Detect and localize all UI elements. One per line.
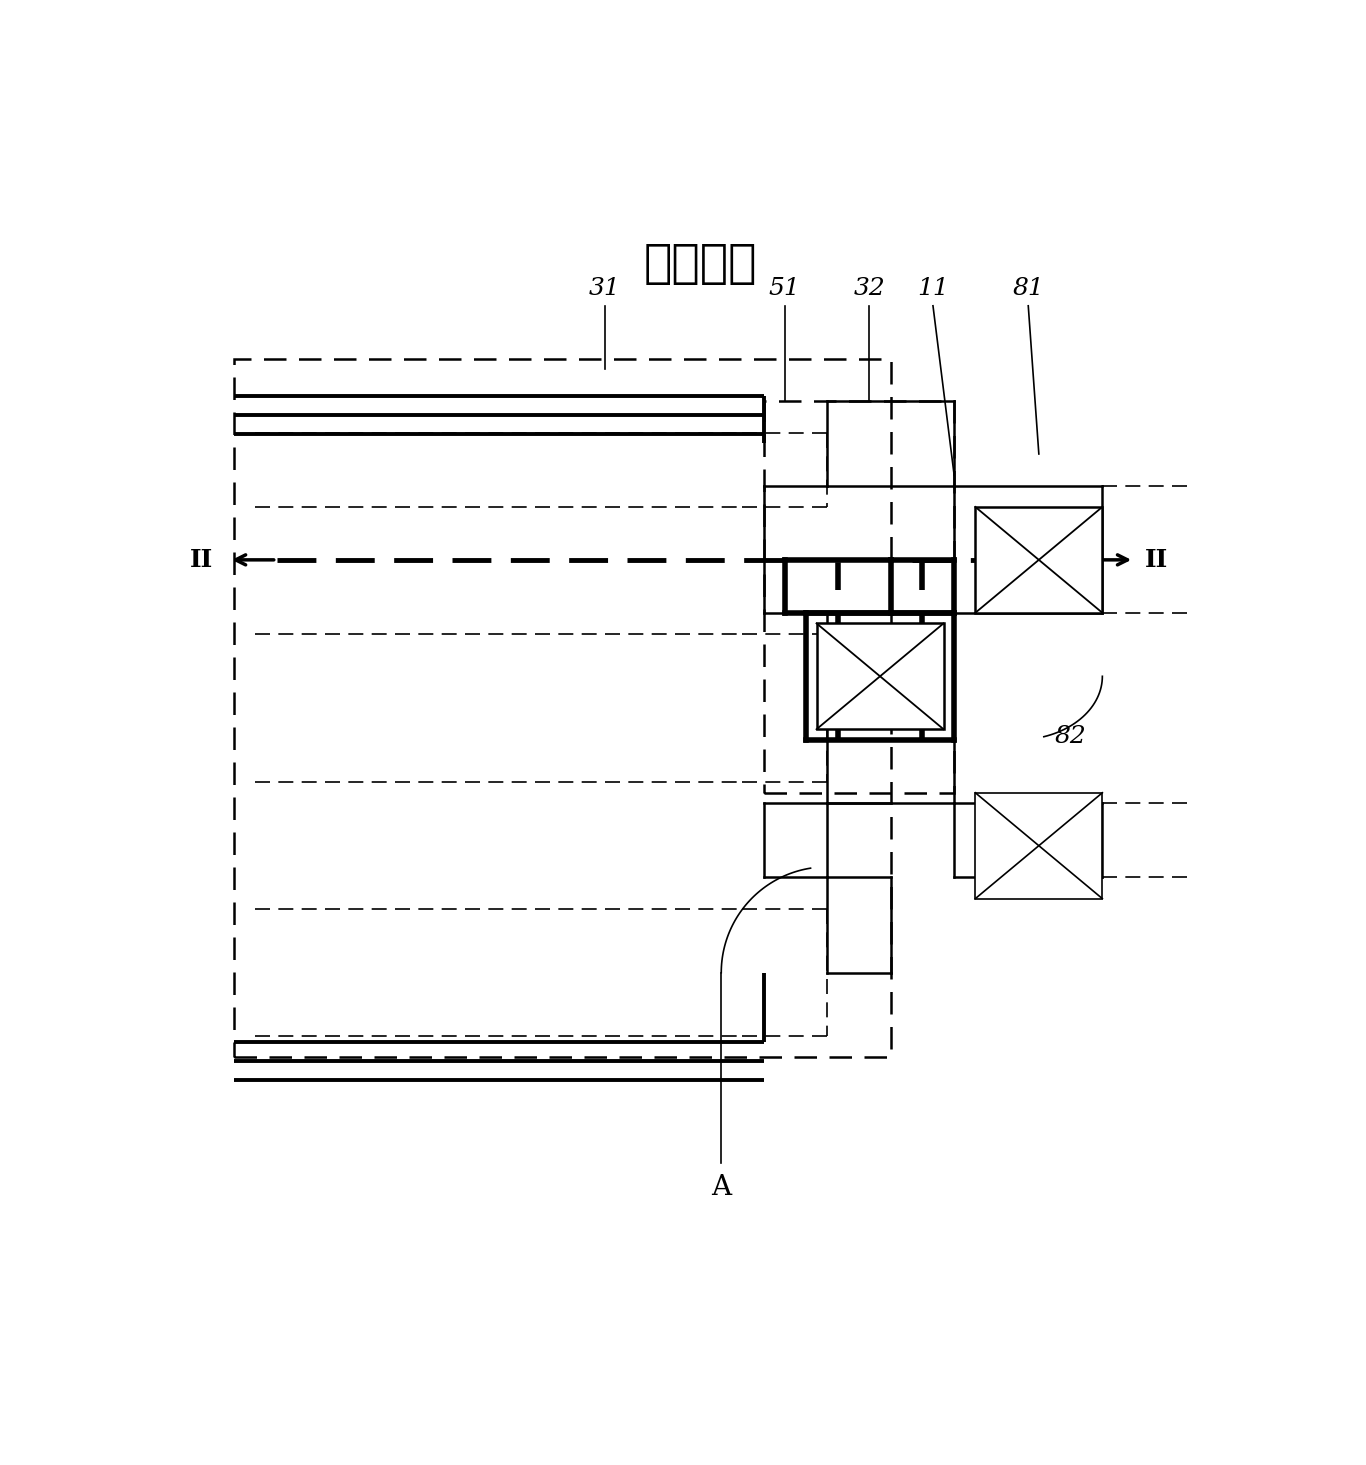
- Text: 82: 82: [1055, 725, 1086, 749]
- Bar: [975, 793, 1102, 898]
- Text: 11: 11: [917, 277, 949, 300]
- Text: 51: 51: [769, 277, 800, 300]
- Text: 32: 32: [854, 277, 885, 300]
- Text: 81: 81: [1012, 277, 1044, 300]
- Bar: [764, 401, 955, 793]
- Text: A: A: [712, 1173, 731, 1201]
- Bar: [975, 507, 1102, 612]
- Text: II: II: [190, 548, 213, 571]
- Text: 31: 31: [589, 277, 620, 300]
- Text: II: II: [1145, 548, 1168, 571]
- Bar: [817, 624, 944, 730]
- Text: 现有技术: 现有技术: [643, 242, 757, 287]
- Bar: [235, 359, 891, 1058]
